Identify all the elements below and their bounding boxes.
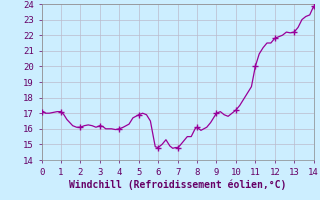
X-axis label: Windchill (Refroidissement éolien,°C): Windchill (Refroidissement éolien,°C) (69, 179, 286, 190)
